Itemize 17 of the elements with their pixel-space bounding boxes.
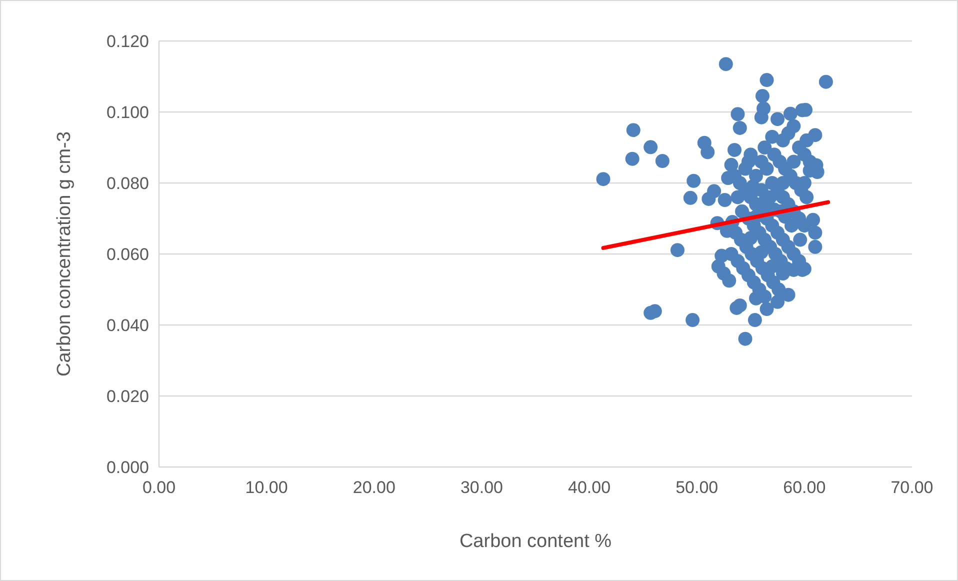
y-axis-title: Carbon concentration g cm-3	[54, 131, 75, 377]
y-tick-label: 0.040	[106, 316, 149, 335]
x-tick-label: 60.00	[783, 478, 826, 497]
x-tick-label: 30.00	[460, 478, 503, 497]
x-tick-label: 50.00	[676, 478, 718, 497]
y-tick-label: 0.020	[106, 387, 149, 406]
x-tick-label: 70.00	[890, 478, 934, 497]
x-axis-title: Carbon content %	[459, 531, 612, 552]
x-tick-label: 20.00	[352, 478, 396, 497]
y-tick-label: 0.120	[106, 32, 149, 51]
y-tick-label: 0.080	[106, 174, 149, 193]
y-tick-label: 0.000	[106, 458, 149, 477]
x-tick-label: 0.00	[142, 478, 176, 497]
x-tick-label: 10.00	[245, 478, 288, 497]
y-tick-label: 0.060	[106, 245, 149, 264]
y-tick-label: 0.100	[106, 103, 149, 122]
x-tick-label: 40.00	[568, 478, 611, 497]
